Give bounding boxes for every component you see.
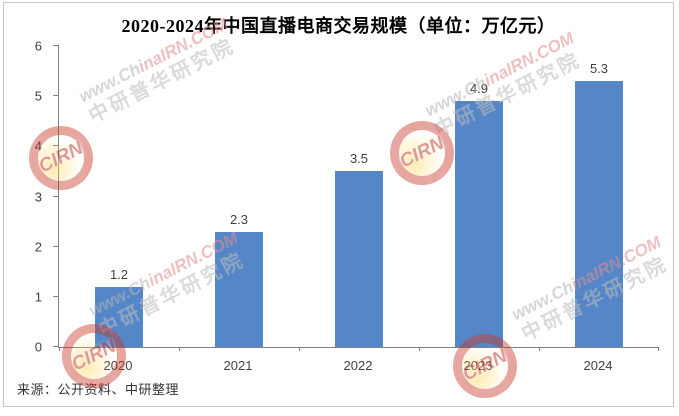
bar	[95, 286, 143, 347]
x-axis-tick	[59, 347, 60, 351]
y-axis-tick	[53, 45, 59, 46]
x-axis-tick	[419, 347, 420, 351]
bar-value-label: 1.2	[109, 266, 129, 282]
y-axis-tick-label: 6	[34, 38, 42, 54]
x-axis-category-label: 2022	[343, 358, 373, 373]
y-axis-tick	[53, 145, 59, 147]
bar-group: 5.3	[539, 46, 659, 347]
y-axis-tick-label: 4	[34, 138, 42, 154]
y-axis-tick	[53, 245, 59, 247]
x-axis-category-label: 2023	[463, 358, 493, 373]
bar-group: 3.5	[299, 46, 419, 347]
y-axis-tick	[53, 195, 59, 197]
x-axis-tick	[539, 347, 540, 351]
y-axis-tick-label: 3	[34, 189, 42, 204]
chart-title: 2020-2024年中国直播电商交易规模（单位：万亿元）	[121, 16, 556, 36]
x-axis-category-label: 2021	[223, 358, 253, 373]
y-axis-tick-label: 5	[34, 88, 42, 104]
x-axis-tick	[179, 347, 180, 351]
y-axis-tick	[53, 295, 59, 297]
bar-value-label: 2.3	[229, 211, 249, 227]
y-axis-tick	[53, 346, 59, 347]
y-axis-tick	[53, 95, 59, 97]
bar-group: 2.3	[179, 46, 299, 347]
x-axis-category-label: 2024	[583, 358, 613, 373]
y-axis-tick-label: 2	[34, 239, 42, 255]
y-axis-tick-label: 1	[34, 289, 42, 305]
bar	[335, 171, 383, 347]
x-axis-tick	[658, 347, 659, 351]
plot-area: 1.2 2.3 3.5 4.9 5.3	[53, 45, 659, 351]
x-axis-tick	[299, 347, 300, 351]
source-note: 来源：公开资料、中研整理	[17, 382, 180, 397]
bar	[575, 81, 623, 347]
bar	[215, 231, 263, 347]
y-axis-labels: 0 1 2 3 4 5 6	[16, 39, 50, 355]
y-axis-tick-label: 0	[34, 339, 42, 355]
bar-value-label: 4.9	[469, 81, 489, 97]
bar-value-label: 3.5	[349, 151, 369, 167]
x-axis-category-label: 2020	[103, 358, 133, 373]
bar-group: 1.2	[59, 46, 179, 347]
x-axis-labels: 2020 2021 2022 2023 2024	[58, 358, 658, 376]
bar-value-label: 5.3	[589, 61, 609, 77]
chart-frame: 2020-2024年中国直播电商交易规模（单位：万亿元） 0 1 2 3 4 5 6 1.2…	[3, 2, 674, 407]
bar	[455, 101, 503, 347]
bar-group: 4.9	[419, 46, 539, 347]
